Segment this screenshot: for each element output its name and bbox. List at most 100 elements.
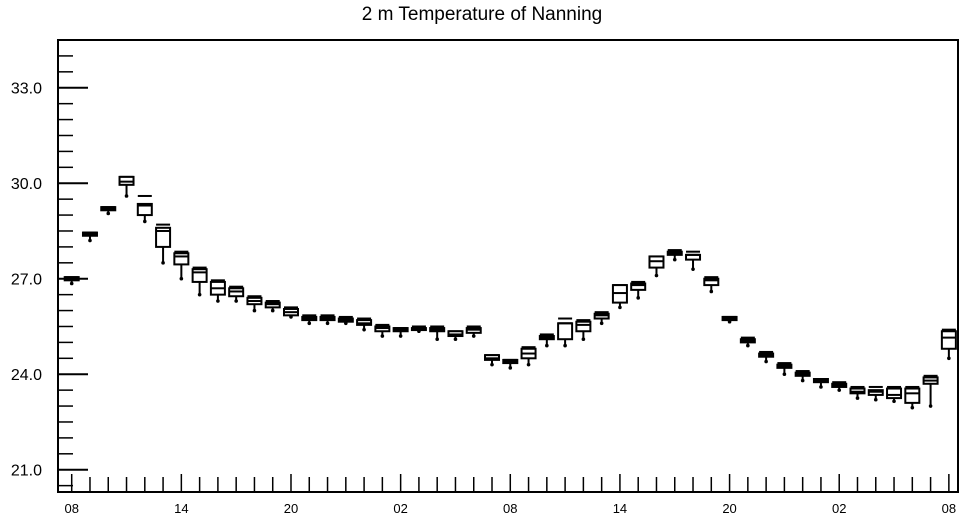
box-plot-mark — [63, 276, 80, 286]
whisker-min-dot — [471, 334, 476, 338]
whisker-min-dot — [124, 194, 129, 198]
box-plot-mark — [666, 249, 683, 262]
whisker-min-dot — [947, 356, 951, 361]
x-tick-label: 20 — [722, 501, 736, 516]
iqr-box — [173, 252, 190, 266]
box-plot-mark — [575, 319, 592, 342]
box-plot-mark — [703, 276, 720, 294]
box-plot-mark — [922, 374, 939, 408]
whisker-min-dot — [270, 308, 275, 313]
whisker-min-dot — [764, 359, 768, 364]
iqr-box — [155, 226, 172, 248]
whisker-min-dot — [782, 372, 787, 377]
whisker-min-dot — [526, 362, 531, 367]
box-plot-mark — [739, 336, 756, 348]
box-plot-mark — [81, 231, 98, 243]
box-plot-mark — [301, 314, 318, 326]
box-plot-mark — [337, 315, 354, 326]
whisker-min-dot — [746, 343, 750, 348]
whisker-min-dot — [490, 362, 494, 367]
whisker-min-dot — [618, 305, 622, 310]
box-plot-mark — [465, 325, 482, 338]
box-plot-mark — [904, 385, 921, 410]
x-tick-label: 08 — [64, 501, 78, 516]
whisker-min-dot — [69, 281, 74, 286]
plot-frame — [57, 39, 959, 493]
box-plot-mark — [794, 370, 811, 383]
chart-title: 2 m Temperature of Nanning — [361, 4, 603, 25]
whisker-min-dot — [581, 337, 586, 342]
box-plot-mark — [155, 223, 172, 265]
iqr-box — [191, 268, 208, 283]
box-plot-mark — [356, 317, 373, 332]
box-plot-mark — [831, 381, 848, 392]
whisker-min-dot — [106, 211, 111, 216]
whisker-min-dot — [654, 273, 659, 278]
whisker-min-dot — [928, 404, 933, 408]
box-plot-mark — [228, 285, 245, 303]
y-tick-label: 33.0 — [11, 81, 42, 98]
whisker-min-dot — [398, 334, 403, 338]
box-plot-mark — [264, 300, 281, 313]
whisker-min-dot — [380, 334, 385, 338]
whisker-min-dot — [88, 238, 92, 243]
box-plot-mark — [246, 295, 263, 313]
y-tick-label: 27.0 — [11, 272, 42, 289]
whisker-min-dot — [179, 276, 184, 281]
y-tick-label: 21.0 — [11, 463, 42, 480]
whisker-min-dot — [636, 296, 641, 300]
whisker-min-dot — [252, 308, 257, 313]
box-plot-mark — [191, 266, 208, 297]
whisker-min-dot — [855, 396, 860, 400]
box-plot-mark — [685, 250, 702, 271]
box-plot-mark — [447, 330, 464, 342]
whisker-min-dot — [234, 299, 238, 303]
box-plot-mark — [776, 362, 793, 377]
box-plot-mark — [758, 350, 775, 364]
x-tick-label: 14 — [613, 501, 627, 516]
iqr-box — [136, 202, 153, 217]
whisker-min-dot — [873, 397, 878, 402]
whisker-min-dot — [819, 385, 823, 389]
whisker-min-dot — [563, 343, 567, 348]
whisker-min-dot — [837, 388, 842, 392]
y-axis: 21.0 24.0 27.0 30.0 33.0 — [11, 39, 88, 487]
whisker-min-dot — [325, 321, 330, 326]
box-plot-mark — [940, 328, 957, 361]
box-plot-mark — [118, 175, 135, 198]
iqr-box — [904, 387, 921, 404]
box-plot-mark — [812, 378, 829, 389]
box-plot-mark — [648, 255, 665, 278]
whisker-min-dot — [197, 292, 202, 297]
whisker-min-dot — [508, 366, 513, 370]
y-tick-label: 24.0 — [11, 367, 42, 384]
box-plot-mark — [484, 354, 501, 367]
box-plot-mark — [630, 280, 647, 300]
box-plot-mark — [319, 314, 336, 326]
box-plot-mark — [502, 358, 519, 370]
box-plot-mark — [100, 206, 117, 216]
box-plot-mark — [282, 306, 299, 319]
box-plot-mark — [173, 250, 190, 281]
box-plot-mark — [136, 194, 153, 224]
iqr-box — [630, 282, 647, 291]
box-plot-mark — [392, 327, 409, 338]
box-plot-mark — [849, 385, 866, 400]
x-tick-label: 08 — [503, 501, 517, 516]
iqr-box — [940, 330, 957, 350]
box-plot-mark — [520, 346, 537, 367]
x-tick-label: 14 — [174, 501, 188, 516]
x-axis: 08 14 20 02 08 14 20 02 08 — [64, 474, 956, 516]
whisker-min-dot — [892, 399, 896, 404]
whisker-min-dot — [362, 327, 366, 332]
whisker-min-dot — [910, 405, 915, 410]
box-plot-mark — [611, 284, 628, 310]
box-plot-mark — [867, 385, 884, 402]
x-tick-label: 02 — [393, 501, 407, 516]
box-series — [63, 175, 957, 410]
x-tick-label: 08 — [942, 501, 956, 516]
box-plot-mark — [374, 323, 391, 338]
box-plot-mark — [886, 385, 903, 404]
whisker-min-dot — [545, 343, 549, 348]
